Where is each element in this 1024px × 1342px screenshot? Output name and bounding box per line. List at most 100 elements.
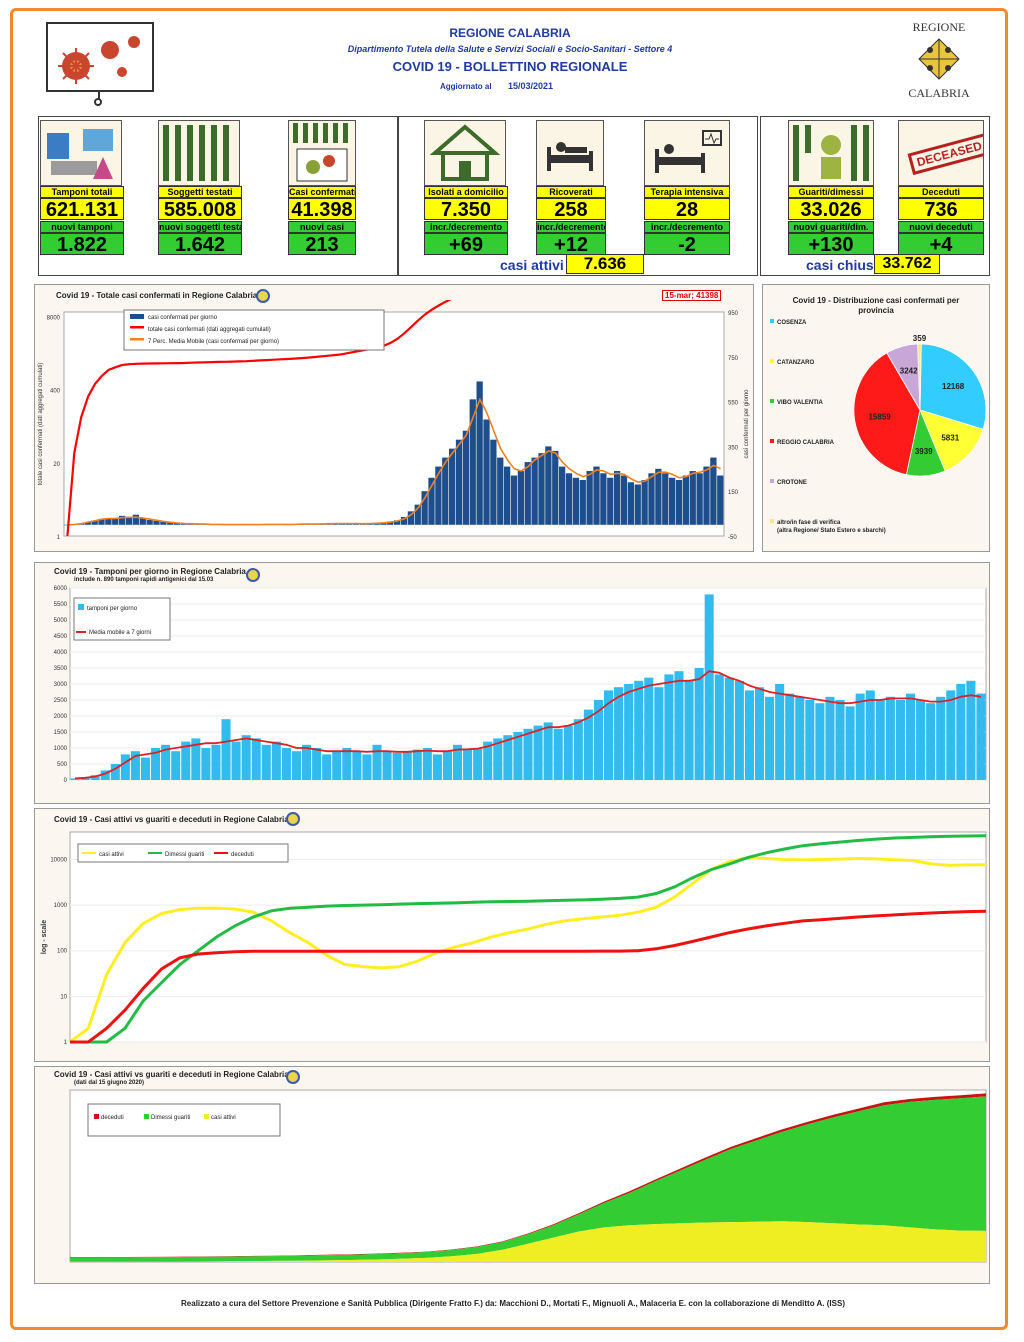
- soggetti-sub-label: nuovi soggetti testati: [158, 221, 242, 233]
- chart3-bar: [865, 690, 875, 780]
- chart3-ytick: 1500: [54, 730, 68, 736]
- chart3-ytick: 4000: [54, 650, 68, 656]
- chart4-legend-label: Dimessi guariti: [165, 852, 204, 858]
- chart1-bar: [497, 457, 504, 525]
- chart5-area-guariti: [70, 1096, 986, 1262]
- guariti-sub-value: +130: [788, 233, 874, 256]
- chart1-ytick-right: 150: [728, 490, 739, 496]
- chart2-legend-swatch: [770, 319, 774, 323]
- chart1-bar: [579, 480, 586, 525]
- chart1-legend-swatch: [130, 338, 144, 341]
- chart1-bar: [552, 450, 559, 525]
- ricoverati-value: 258: [536, 198, 606, 221]
- chart3-bar: [936, 696, 946, 780]
- guariti-value: 33.026: [788, 198, 874, 221]
- chart3-legend-swatch: [78, 604, 84, 610]
- casi-label: Casi confermati: [288, 186, 356, 198]
- chart3-bar: [563, 725, 573, 780]
- region-logo-bottom: CALABRIA: [908, 86, 970, 100]
- chart3-ytick: 2000: [54, 714, 68, 720]
- chart2-legend-label: CROTONE: [777, 480, 807, 486]
- chart3-bar: [80, 777, 90, 780]
- chart1-svg: 1 20 400 8000 -50 150 350 550 750 950 totale casi …: [38, 300, 750, 541]
- chart3-bar: [583, 709, 593, 780]
- chart3-ytick: 500: [57, 762, 68, 768]
- chart2-slice: [919, 409, 984, 472]
- isolati-sub-value: +69: [424, 233, 508, 256]
- casi-chiusi-label: casi chiusi: [806, 257, 878, 273]
- chart3-bar: [593, 700, 603, 780]
- chart1-ytick-left: 8000: [47, 315, 61, 321]
- chart1-bar: [112, 518, 119, 525]
- chart5-subtitle: (dati dal 15 giugno 2020): [74, 1080, 145, 1086]
- region-emblem-icon: [918, 38, 960, 80]
- ricoverati-label: Ricoverati: [536, 186, 606, 198]
- chart3-moving-avg-line: [74, 670, 982, 780]
- chart3-bar: [442, 751, 453, 780]
- chart3-bar: [916, 700, 926, 780]
- chart3-bar: [342, 748, 352, 780]
- chart3-bar: [90, 775, 100, 780]
- bulletin-title: COVID 19 - BOLLETTINO REGIONALE: [392, 59, 628, 74]
- chart2-slice: [917, 343, 922, 411]
- chart2-legend-label: VIBO VALENTIA: [777, 400, 824, 406]
- chart3-bar: [614, 687, 624, 780]
- guariti-label: Guariti/dimessi: [788, 186, 874, 198]
- chart3-bar: [825, 696, 835, 780]
- isolati-value: 7.350: [424, 198, 508, 221]
- chart1-bar: [119, 515, 126, 525]
- chart3-bar: [412, 749, 422, 780]
- chart2-legend-swatch: [770, 399, 774, 403]
- chart3-bar: [191, 738, 201, 780]
- ricoverati-sub-label: incr./decremento: [536, 221, 606, 233]
- chart1-bar: [614, 471, 621, 525]
- casi-sub-value: 213: [288, 233, 356, 256]
- chart1-bar: [710, 457, 717, 525]
- stats-group-current: [398, 116, 758, 276]
- chart4-svg: 1 10 100 1000 10000 log - scale casi attivi Dim…: [41, 831, 987, 1046]
- chart1-bar: [160, 521, 167, 525]
- chart4-legend-box: [77, 843, 289, 863]
- chart1-ytick-right: 950: [728, 311, 739, 317]
- region-logo-top: REGIONE: [912, 20, 966, 34]
- chart3-bar: [302, 744, 312, 780]
- chart1-legend-swatch: [130, 326, 144, 329]
- terapia-sub-label: incr./decremento: [644, 221, 730, 233]
- chart1-bar: [91, 520, 98, 525]
- people-tested-icon: [158, 120, 240, 186]
- chart3-bar: [855, 693, 865, 780]
- chart3-bar: [473, 748, 483, 780]
- chart3-bar: [523, 728, 533, 780]
- chart4-ytick: 1: [64, 1040, 68, 1046]
- chart1-bar: [132, 514, 140, 525]
- chart1-bar: [675, 480, 683, 525]
- chart1-bar: [421, 491, 428, 525]
- chart1-legend-swatch: [130, 314, 144, 319]
- chart1-bar: [662, 473, 669, 525]
- updated-label: Aggiornato al: [440, 82, 492, 91]
- chart4-series-line: [70, 909, 987, 1044]
- chart1-ylabel: totale casi confermati (dati aggregati c…: [38, 363, 44, 486]
- chart1-bar: [620, 475, 628, 525]
- chart2-slice-label: 3939: [915, 447, 933, 456]
- chart3-legend-label: tamponi per giorno: [87, 606, 138, 612]
- chart1-bar: [717, 475, 724, 525]
- isolati-sub-label: incr./decremento: [424, 221, 508, 233]
- chart3-bar: [231, 741, 241, 780]
- chart3-legend-label: Media mobile a 7 giorni: [89, 630, 151, 636]
- chart1-bar: [483, 419, 490, 525]
- chart5-svg: deceduti Dimessi guariti casi attivi: [69, 1089, 987, 1263]
- chart3-svg: 0 500 1000 1500 2000 2500 3000 3500 4000 4500 5000…: [54, 586, 987, 784]
- chart3-bar: [533, 725, 543, 780]
- chart2-slice-label: 3242: [900, 367, 918, 376]
- chart1-callout: 15-mar; 41398: [662, 290, 722, 301]
- chart3-bar: [322, 754, 332, 780]
- chart5-legend-label: casi attivi: [211, 1115, 236, 1121]
- chart3-bar: [553, 728, 563, 780]
- chart3-bar: [281, 748, 291, 780]
- chart3-bar: [654, 687, 664, 780]
- chart3-bar: [422, 748, 432, 780]
- chart3-bar: [392, 752, 402, 780]
- chart1-bar: [146, 519, 153, 525]
- isolati-label: Isolati a domicilio: [424, 186, 508, 198]
